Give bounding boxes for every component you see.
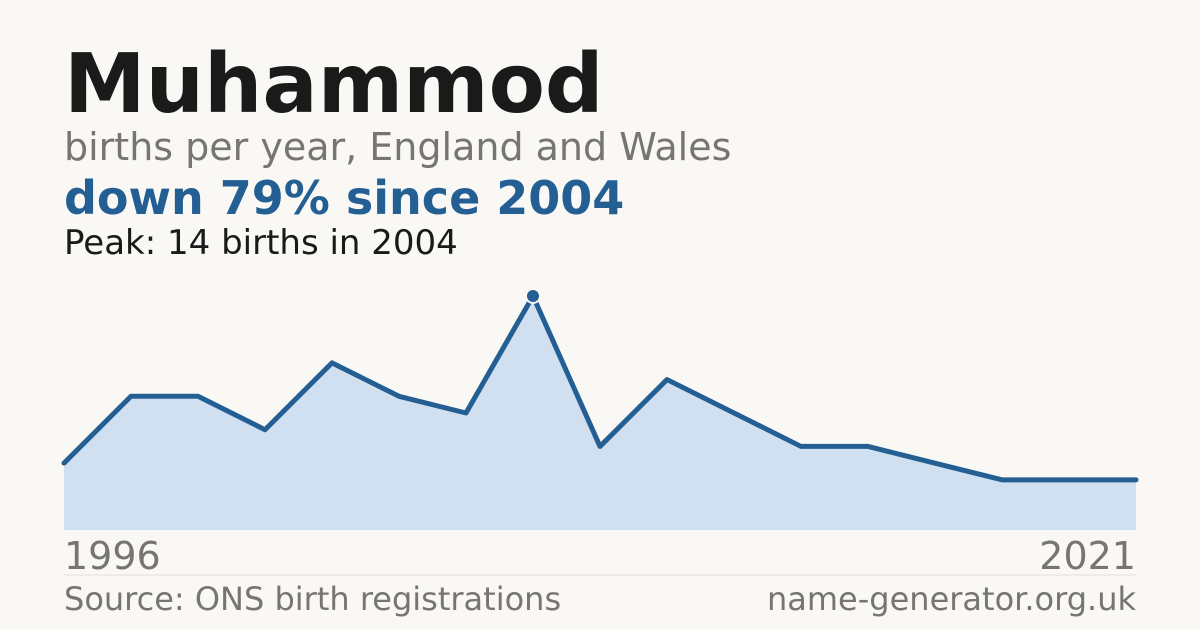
subtitle: births per year, England and Wales (64, 125, 731, 169)
chart-title: Muhammod (64, 37, 604, 132)
line (61, 293, 1139, 483)
site: name-generator.org.uk (767, 580, 1136, 618)
peak-marker (525, 288, 541, 304)
x-tick-label: 2021 (1039, 534, 1136, 578)
area (64, 296, 1136, 530)
annotation: Peak: 14 births in 2004 (64, 223, 458, 263)
headline: down 79% since 2004 (64, 171, 624, 225)
x-tick-label: 1996 (64, 534, 161, 578)
source: Source: ONS birth registrations (64, 580, 561, 618)
